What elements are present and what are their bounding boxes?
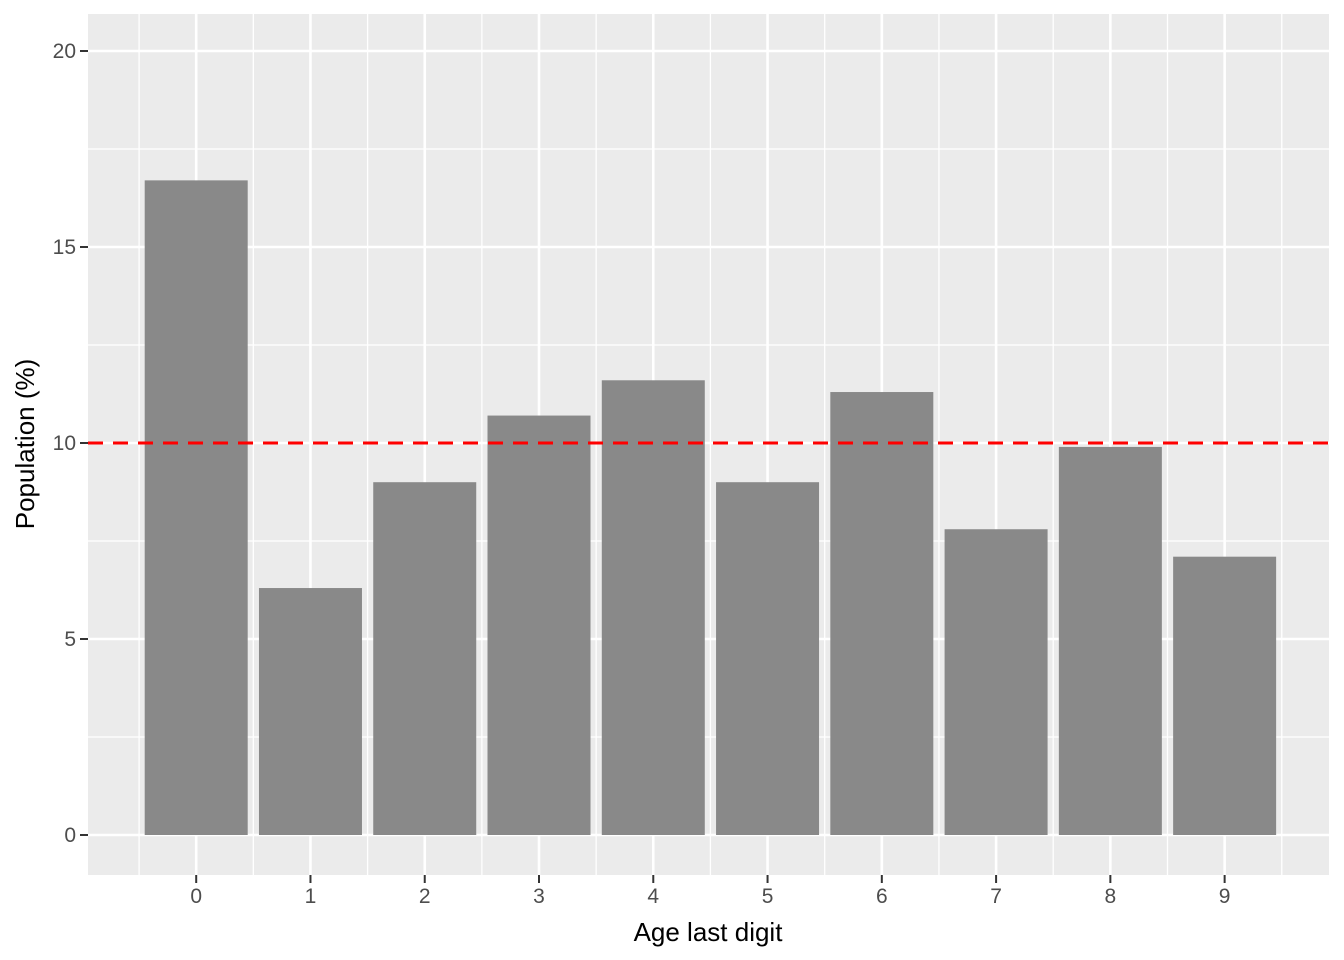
y-axis-title: Population (%) — [10, 359, 40, 530]
x-tick-label-9: 9 — [1219, 885, 1231, 908]
y-tick-label-5: 5 — [64, 628, 76, 651]
x-tick-label-1: 1 — [305, 885, 317, 908]
x-tick-label-7: 7 — [990, 885, 1002, 908]
x-tick-label-4: 4 — [647, 885, 659, 908]
y-axis-tick-labels: 0 5 10 15 20 — [53, 40, 76, 847]
bars — [144, 180, 1277, 836]
x-axis-title: Age last digit — [634, 917, 784, 947]
bar-5 — [716, 482, 820, 835]
y-tick-label-20: 20 — [53, 40, 76, 63]
axis-tick-marks — [80, 50, 1226, 883]
bar-7 — [944, 529, 1048, 835]
bar-1 — [258, 588, 362, 835]
y-tick-label-10: 10 — [53, 432, 76, 455]
x-tick-label-8: 8 — [1105, 885, 1117, 908]
bar-3 — [487, 415, 591, 835]
y-tick-label-0: 0 — [64, 824, 76, 847]
bar-8 — [1058, 446, 1162, 835]
x-axis-tick-labels: 0 1 2 3 4 5 6 7 8 9 — [190, 885, 1230, 908]
x-tick-label-2: 2 — [419, 885, 431, 908]
y-tick-label-15: 15 — [53, 236, 76, 259]
bar-4 — [601, 380, 705, 835]
bar-0 — [144, 180, 248, 836]
bar-2 — [373, 482, 477, 835]
bar-6 — [830, 392, 934, 835]
bar-9 — [1173, 556, 1277, 835]
x-tick-label-6: 6 — [876, 885, 888, 908]
x-tick-label-3: 3 — [533, 885, 545, 908]
x-tick-label-5: 5 — [762, 885, 774, 908]
x-tick-label-0: 0 — [190, 885, 202, 908]
